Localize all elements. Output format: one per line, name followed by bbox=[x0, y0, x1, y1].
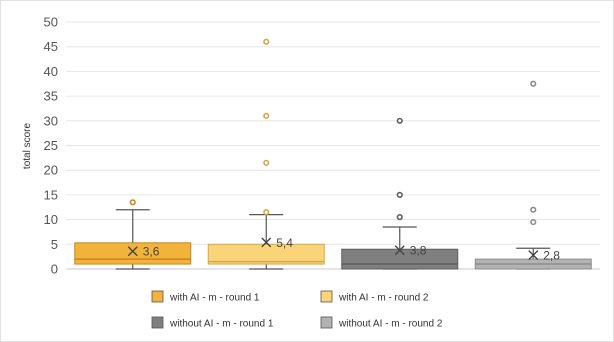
y-tick-label-15: 15 bbox=[44, 187, 58, 202]
mean-label: 3,6 bbox=[143, 245, 160, 259]
box-3: 3,8 bbox=[341, 117, 459, 270]
outlier-point bbox=[263, 112, 270, 119]
outlier-point bbox=[263, 209, 270, 216]
mean-marker-b bbox=[127, 246, 138, 257]
y-tick-label-45: 45 bbox=[44, 39, 58, 54]
y-tick-label-25: 25 bbox=[44, 138, 58, 153]
mean-marker-b bbox=[394, 245, 405, 256]
outlier-point bbox=[263, 159, 270, 166]
legend-swatch bbox=[320, 290, 333, 303]
box-iqr bbox=[341, 248, 459, 270]
legend-swatch bbox=[151, 290, 164, 303]
y-axis-label: total score bbox=[22, 122, 33, 169]
y-tick-label-30: 30 bbox=[44, 113, 58, 128]
mean-marker-b bbox=[528, 250, 539, 261]
legend-swatch bbox=[320, 316, 333, 329]
legend-label: without AI - m - round 2 bbox=[338, 319, 443, 330]
legend-item-3: without AI - m - round 1 bbox=[151, 316, 274, 330]
legend-label: with AI - m - round 2 bbox=[338, 293, 429, 304]
box-iqr bbox=[207, 243, 325, 265]
box-2: 5,4 bbox=[207, 38, 325, 270]
legend-item-1: with AI - m - round 1 bbox=[151, 290, 260, 304]
y-tick-label-35: 35 bbox=[44, 89, 58, 104]
legend-swatch bbox=[151, 316, 164, 329]
y-tick-label-20: 20 bbox=[44, 163, 58, 178]
y-tick-label-40: 40 bbox=[44, 64, 58, 79]
outlier-point bbox=[263, 38, 270, 45]
mean-label: 3,8 bbox=[410, 244, 427, 258]
mean-marker-b bbox=[261, 237, 272, 248]
box-4: 2,8 bbox=[474, 80, 592, 270]
outlier-point bbox=[530, 80, 537, 87]
outlier-point bbox=[396, 214, 403, 221]
outlier-point bbox=[129, 199, 136, 206]
y-tick-label-5: 5 bbox=[51, 237, 58, 252]
outlier-point bbox=[530, 218, 537, 226]
outlier-point bbox=[396, 117, 403, 124]
y-tick-label-10: 10 bbox=[44, 212, 58, 227]
y-axis-ticks: 0 5 10 15 20 25 30 35 40 45 50 bbox=[44, 15, 58, 277]
box-1: 3,6 bbox=[74, 199, 192, 270]
y-tick-label-0: 0 bbox=[51, 262, 58, 277]
legend-label: with AI - m - round 1 bbox=[169, 293, 260, 304]
boxes: 3,6 5,4 3,8 2,8 bbox=[74, 38, 592, 270]
legend-item-2: with AI - m - round 2 bbox=[320, 290, 429, 304]
legend-label: without AI - m - round 1 bbox=[169, 319, 274, 330]
legend-item-4: without AI - m - round 2 bbox=[320, 316, 443, 330]
box-iqr bbox=[74, 242, 192, 265]
mean-label: 2,8 bbox=[543, 249, 560, 263]
mean-label: 5,4 bbox=[276, 236, 293, 250]
outlier-point bbox=[396, 191, 403, 198]
legend: with AI - m - round 1 with AI - m - round… bbox=[151, 290, 443, 330]
outlier-point bbox=[530, 206, 537, 213]
y-tick-label-50: 50 bbox=[44, 15, 58, 30]
